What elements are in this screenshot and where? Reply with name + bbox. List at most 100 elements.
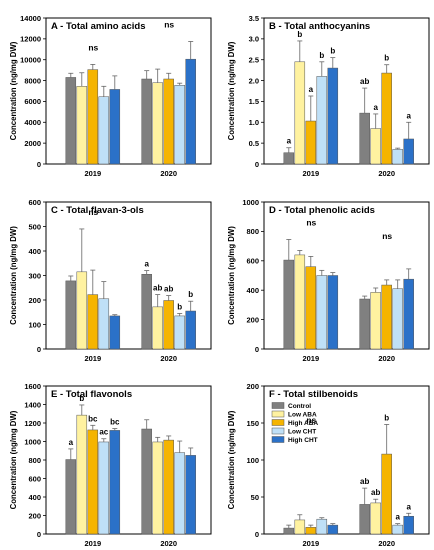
y-tick-label: 100 <box>28 320 41 329</box>
y-tick-label: 3.0 <box>249 35 259 44</box>
legend-label: High CHT <box>288 437 318 444</box>
legend-label: Control <box>288 403 311 410</box>
significance-ns: ns <box>88 207 98 217</box>
chart-title: F - Total stilbenoids <box>269 389 358 400</box>
y-tick-label: 6000 <box>24 97 41 106</box>
significance-letter: a <box>406 502 411 511</box>
chart-panel-5: 0 200 400 600 800 1000 1200 1400 1600 Concentrati… <box>9 382 212 548</box>
legend-swatch <box>271 436 285 443</box>
bar-low-aba <box>370 128 381 165</box>
bar-low-cht <box>98 441 110 535</box>
y-tick-label: 3.5 <box>249 14 259 23</box>
x-tick-label: 2019 <box>84 354 101 363</box>
significance-letter: ab <box>164 285 173 294</box>
bar-low-cht <box>316 518 328 535</box>
bar-control <box>283 527 295 535</box>
y-tick-label: 200 <box>28 296 41 305</box>
bar-low-cht <box>316 76 328 165</box>
significance-letter: b <box>177 302 182 311</box>
x-tick-label: 2020 <box>378 169 395 178</box>
bar-high-aba <box>87 294 99 350</box>
legend-label: Low CHT <box>288 429 316 436</box>
y-tick-label: 2.5 <box>249 56 259 65</box>
y-tick-label: 8000 <box>24 76 41 85</box>
significance-ns: ns <box>306 415 316 425</box>
y-tick-label: 300 <box>28 271 41 280</box>
y-axis-label: Concentration (ng/mg DW) <box>9 226 18 325</box>
legend-swatch <box>271 410 285 418</box>
x-tick-label: 2019 <box>302 169 319 178</box>
significance-letter: b <box>188 290 193 299</box>
bar-low-aba <box>294 254 306 350</box>
bar-high-aba <box>381 453 392 535</box>
significance-letter: a <box>373 103 378 112</box>
y-tick-label: 2.0 <box>249 76 259 85</box>
significance-letter: bc <box>88 414 98 423</box>
significance-letter: b <box>384 54 389 63</box>
chart-title: E - Total flavonols <box>51 389 132 400</box>
significance-letter: bc <box>110 418 120 427</box>
bar-high-aba <box>305 266 317 350</box>
y-axis-label: Concentration (ng/mg DW) <box>227 226 236 325</box>
significance-letter: a <box>69 438 74 447</box>
bar-high-cht <box>403 278 414 350</box>
bar-high-aba <box>163 439 174 535</box>
bar-low-cht <box>174 85 185 165</box>
chart-panel-2: 0 0.5 1.0 1.5 2.0 2.5 3.0 3.5 Concentration (ng/… <box>227 14 430 178</box>
chart-title: B - Total anthocyanins <box>269 21 370 32</box>
significance-letter: b <box>297 30 302 39</box>
bar-high-cht <box>327 524 339 535</box>
significance-letter: b <box>319 51 324 60</box>
legend-swatch <box>271 427 285 435</box>
bar-low-cht <box>98 96 110 165</box>
bar-low-cht <box>174 315 185 350</box>
significance-letter: ab <box>153 284 162 293</box>
chart-panel-4: 0 200 400 600 800 1000 Concentration (ng/mg DW… <box>227 198 430 363</box>
bar-low-aba <box>370 292 381 350</box>
bar-low-cht <box>98 298 110 350</box>
significance-ns: ns <box>164 19 174 29</box>
y-tick-label: 600 <box>28 198 41 207</box>
bar-control <box>283 152 295 165</box>
significance-ns: ns <box>88 42 98 52</box>
plot-frame <box>263 201 430 350</box>
y-tick-label: 1.0 <box>249 118 259 127</box>
bar-control <box>141 428 152 535</box>
significance-letter: b <box>384 413 389 422</box>
legend-label: Low ABA <box>288 412 317 419</box>
bar-low-aba <box>152 441 163 535</box>
y-tick-label: 0 <box>37 160 41 169</box>
y-tick-label: 0 <box>37 345 41 354</box>
y-tick-label: 4000 <box>24 118 41 127</box>
bar-high-cht <box>327 275 339 350</box>
y-tick-label: 1200 <box>24 419 41 428</box>
bar-high-cht <box>185 58 196 165</box>
plot-frame <box>263 17 430 165</box>
significance-letter: a <box>287 137 292 146</box>
bar-control <box>359 112 370 165</box>
y-tick-label: 1400 <box>24 400 41 409</box>
y-tick-label: 10000 <box>20 56 41 65</box>
x-tick-label: 2020 <box>160 539 177 548</box>
bar-high-cht <box>109 89 121 165</box>
x-tick-label: 2019 <box>302 354 319 363</box>
chart-title: A - Total amino acids <box>51 21 146 32</box>
bar-control <box>359 504 370 535</box>
bar-high-cht <box>185 455 196 535</box>
chart-title: D - Total phenolic acids <box>269 205 375 216</box>
bar-low-aba <box>76 414 88 535</box>
bar-high-aba <box>163 300 174 350</box>
y-tick-label: 400 <box>28 247 41 256</box>
x-tick-label: 2019 <box>84 169 101 178</box>
significance-ns: ns <box>306 217 316 227</box>
bar-high-cht <box>185 310 196 350</box>
bar-control <box>141 274 152 350</box>
bar-high-aba <box>381 72 392 165</box>
significance-letter: a <box>144 260 149 269</box>
bar-low-aba <box>294 61 306 165</box>
bar-high-aba <box>305 527 317 535</box>
x-tick-label: 2020 <box>378 354 395 363</box>
y-tick-label: 14000 <box>20 14 41 23</box>
legend-swatch <box>271 419 285 426</box>
